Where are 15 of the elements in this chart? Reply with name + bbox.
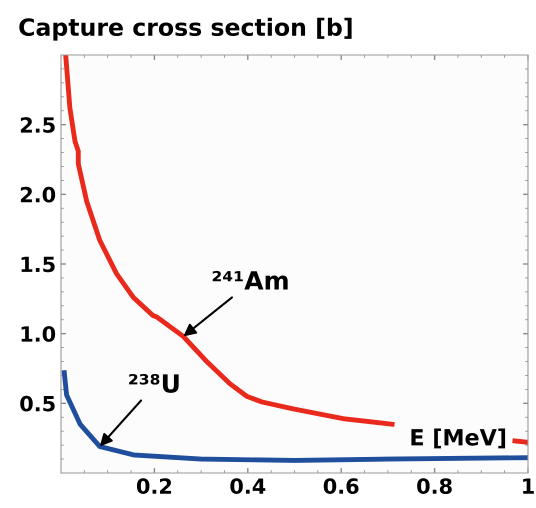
y-axis-title: Capture cross section [b] bbox=[19, 18, 352, 41]
line-series bbox=[62, 370, 528, 463]
annotation: ²³⁸U bbox=[129, 374, 179, 393]
y-tick-label: 0.5 bbox=[20, 396, 55, 412]
x-tick-label: 1 bbox=[523, 478, 534, 494]
y-tick-label: 1.0 bbox=[22, 326, 56, 342]
x-axis-title: E [MeV] bbox=[411, 428, 506, 448]
x-tick-label: 0.4 bbox=[230, 478, 266, 494]
annotation: ²⁴¹Am bbox=[212, 270, 288, 290]
x-tick-label: 0.8 bbox=[417, 478, 452, 494]
y-tick-label: 2.0 bbox=[20, 186, 56, 203]
x-tick-label: 0.6 bbox=[324, 478, 359, 494]
y-tick-label: 2.5 bbox=[20, 117, 55, 133]
y-tick-label: 1.5 bbox=[22, 256, 55, 272]
x-tick-label: 0.2 bbox=[136, 478, 172, 494]
